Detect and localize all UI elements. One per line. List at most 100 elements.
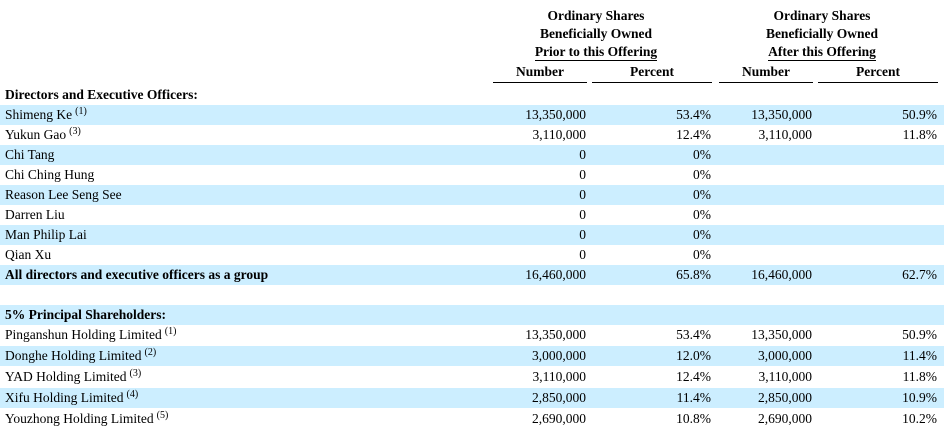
percent-after: 10.2% [902, 411, 937, 426]
percent-after: 11.8% [902, 127, 937, 142]
number-prior: 0 [579, 207, 586, 222]
name-text: Chi Tang [5, 147, 55, 162]
percent-prior: 53.4% [676, 107, 711, 122]
percent-prior: 12.4% [676, 369, 711, 384]
number-after: 13,350,000 [751, 327, 812, 342]
footnote-marker: (2) [144, 347, 157, 358]
percent-prior: 11.4% [676, 390, 711, 405]
group-total-row: All directors and executive officers as … [0, 265, 944, 285]
table-row: Chi Tang 0 0% [0, 145, 944, 165]
name-text: Man Philip Lai [5, 227, 87, 242]
number-prior: 0 [579, 247, 586, 262]
shareholder-name: Youzhong Holding Limited (5) [5, 409, 168, 429]
percent-prior: 0% [693, 227, 711, 242]
shareholder-name: Yukun Gao (3) [5, 125, 81, 145]
table-row: Qian Xu 0 0% [0, 245, 944, 265]
name-text: Pinganshun Holding Limited [5, 327, 162, 342]
group-total-number-prior: 16,460,000 [525, 267, 586, 282]
table-row: Shimeng Ke (1) 13,350,000 53.4% 13,350,000 50… [0, 105, 944, 125]
header-after-line-3: After this Offering [768, 44, 876, 61]
shareholder-name: Shimeng Ke (1) [5, 105, 87, 125]
shareholder-name: Pinganshun Holding Limited (1) [5, 325, 176, 345]
name-text: Chi Ching Hung [5, 167, 95, 182]
name-text: Qian Xu [5, 247, 52, 262]
percent-prior: 0% [693, 147, 711, 162]
shareholder-name: Chi Ching Hung [5, 165, 94, 185]
footnote-marker: (1) [75, 106, 87, 117]
header-prior-line-2: Beneficially Owned [539, 26, 653, 41]
number-after: 3,110,000 [758, 369, 813, 384]
name-text: Youzhong Holding Limited [5, 411, 154, 426]
percent-prior: 12.0% [676, 348, 711, 363]
header-prior-line-1: Ordinary Shares [547, 8, 645, 23]
number-after: 2,690,000 [758, 411, 812, 426]
percent-prior: 12.4% [676, 127, 711, 142]
number-after: 3,110,000 [758, 127, 813, 142]
shareholder-name: Reason Lee Seng See [5, 185, 122, 205]
shareholder-name: Man Philip Lai [5, 225, 87, 245]
shareholder-name: Darren Liu [5, 205, 65, 225]
number-prior: 0 [579, 147, 586, 162]
table-row: Donghe Holding Limited (2) 3,000,000 12.0% 3… [0, 346, 944, 366]
shareholder-name: YAD Holding Limited (3) [5, 367, 141, 387]
number-prior: 3,000,000 [532, 348, 586, 363]
percent-after: 50.9% [902, 107, 937, 122]
table-row: Yukun Gao (3) 3,110,000 12.4% 3,110,000 11.8% [0, 125, 944, 145]
table-row: Chi Ching Hung 0 0% [0, 165, 944, 185]
percent-prior: 53.4% [676, 327, 711, 342]
percent-prior: 0% [693, 167, 711, 182]
number-prior: 2,690,000 [532, 411, 586, 426]
header-after-offering: Ordinary Shares Beneficially Owned After… [717, 7, 927, 61]
shareholder-name: Xifu Holding Limited (4) [5, 388, 138, 408]
percent-prior: 0% [693, 207, 711, 222]
table-row: Reason Lee Seng See 0 0% [0, 185, 944, 205]
section-principal-row: 5% Principal Shareholders: [0, 305, 944, 325]
number-prior: 2,850,000 [532, 390, 586, 405]
percent-prior: 0% [693, 247, 711, 262]
percent-after: 50.9% [902, 327, 937, 342]
footnote-marker: (3) [69, 126, 81, 137]
header-prior-offering: Ordinary Shares Beneficially Owned Prior… [491, 7, 701, 61]
group-total-percent-prior: 65.8% [676, 267, 711, 282]
table-row: Xifu Holding Limited (4) 2,850,000 11.4% 2,8… [0, 388, 944, 408]
number-prior: 0 [579, 187, 586, 202]
header-prior-line-3: Prior to this Offering [534, 44, 658, 61]
header-after-line-2: Beneficially Owned [765, 26, 879, 41]
shareholder-name: Chi Tang [5, 145, 54, 165]
footnote-marker: (4) [126, 389, 139, 400]
number-after: 3,000,000 [758, 348, 812, 363]
number-prior: 0 [579, 227, 586, 242]
number-prior: 0 [579, 167, 586, 182]
table-row: Darren Liu 0 0% [0, 205, 944, 225]
table-row: Pinganshun Holding Limited (1) 13,350,000 5… [0, 325, 944, 345]
section-directors-row: Directors and Executive Officers: [0, 85, 944, 105]
group-total-percent-after: 62.7% [902, 267, 937, 282]
table-row: Man Philip Lai 0 0% [0, 225, 944, 245]
shareholder-name: Donghe Holding Limited (2) [5, 346, 156, 366]
shareholder-name: Qian Xu [5, 245, 51, 265]
header-after-line-1: Ordinary Shares [773, 8, 871, 23]
number-prior: 13,350,000 [525, 107, 586, 122]
section-principal-title: 5% Principal Shareholders: [5, 307, 167, 322]
footnote-marker: (1) [164, 326, 177, 337]
name-text: YAD Holding Limited [5, 369, 127, 384]
footnote-marker: (3) [129, 368, 142, 379]
percent-after: 10.9% [902, 390, 937, 405]
name-text: Xifu Holding Limited [5, 390, 124, 405]
percent-prior: 10.8% [676, 411, 711, 426]
col-header-number-after: Number [719, 62, 813, 83]
name-text: Reason Lee Seng See [5, 187, 122, 202]
col-header-percent-after: Percent [818, 62, 938, 83]
spacer-row [0, 285, 944, 305]
name-text: Shimeng Ke [5, 107, 73, 122]
table-row: Youzhong Holding Limited (5) 2,690,000 10.8… [0, 409, 944, 429]
group-total-name: All directors and executive officers as … [5, 267, 269, 282]
name-text: Donghe Holding Limited [5, 348, 142, 363]
col-header-percent-prior: Percent [592, 62, 712, 83]
number-prior: 13,350,000 [525, 327, 586, 342]
percent-after: 11.4% [902, 348, 937, 363]
number-prior: 3,110,000 [532, 369, 587, 384]
name-text: Darren Liu [5, 207, 65, 222]
table-row: YAD Holding Limited (3) 3,110,000 12.4% 3,11… [0, 367, 944, 387]
percent-after: 11.8% [902, 369, 937, 384]
